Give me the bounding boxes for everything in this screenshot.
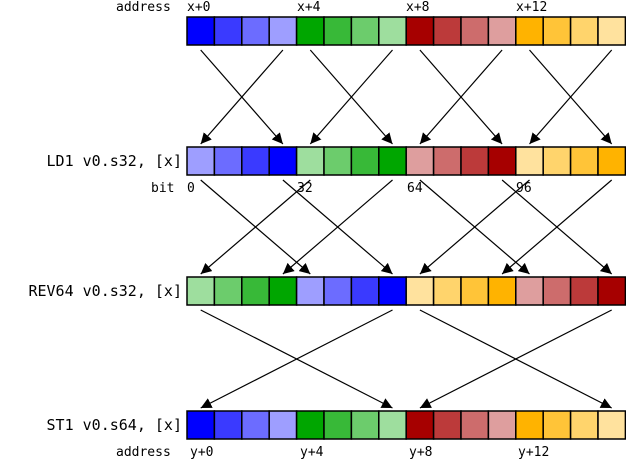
mapping-arrow <box>529 49 613 145</box>
register-row-memory-x <box>186 16 626 46</box>
byte-cell-orange0 <box>515 16 544 46</box>
byte-cell-green1 <box>323 16 353 46</box>
byte-cell-orange3 <box>597 16 626 46</box>
byte-cell-orange0 <box>487 276 517 306</box>
byte-cell-red2 <box>542 276 572 306</box>
byte-cell-orange2 <box>569 410 599 440</box>
byte-cell-orange1 <box>542 410 572 440</box>
byte-cell-green3 <box>186 276 216 306</box>
byte-cell-green1 <box>241 276 270 306</box>
byte-cell-red1 <box>569 276 599 306</box>
byte-cell-blue1 <box>241 146 270 176</box>
row-label-rev64: REV64 v0.s32, [x] <box>28 282 182 300</box>
byte-cell-green0 <box>295 16 325 46</box>
byte-cell-red0 <box>597 276 626 306</box>
byte-cell-red1 <box>460 146 490 176</box>
byte-cell-orange0 <box>515 410 544 440</box>
byte-cell-orange2 <box>542 146 572 176</box>
byte-cell-blue1 <box>213 16 243 46</box>
mapping-arrow <box>419 49 503 145</box>
byte-cell-red1 <box>432 16 462 46</box>
byte-cell-green3 <box>378 410 407 440</box>
byte-cell-orange3 <box>405 276 435 306</box>
register-row-rev64 <box>186 276 626 306</box>
byte-cell-red0 <box>487 146 517 176</box>
register-rows <box>186 16 626 440</box>
byte-cell-red2 <box>460 410 490 440</box>
byte-cell-blue2 <box>323 276 353 306</box>
byte-cell-red1 <box>432 410 462 440</box>
mapping-arrow <box>282 179 393 275</box>
byte-cell-blue2 <box>213 146 243 176</box>
bit-64: 64 <box>407 181 423 196</box>
byte-cell-blue1 <box>350 276 380 306</box>
top-address-x12: x+12 <box>516 0 547 15</box>
bottom-address-y8: y+8 <box>409 445 432 459</box>
byte-cell-orange2 <box>432 276 462 306</box>
top-address-x0: x+0 <box>187 0 210 15</box>
top-address-label: address <box>116 0 171 15</box>
bit-label: bit <box>151 181 174 196</box>
byte-cell-green2 <box>350 16 380 46</box>
byte-cell-red3 <box>487 410 517 440</box>
byte-cell-blue3 <box>268 16 298 46</box>
mapping-arrow <box>200 179 311 275</box>
mapping-arrow <box>309 49 393 145</box>
byte-cell-red2 <box>432 146 462 176</box>
bit-0: 0 <box>187 181 195 196</box>
byte-cell-blue3 <box>186 146 216 176</box>
byte-cell-blue0 <box>378 276 407 306</box>
byte-cell-green2 <box>350 410 380 440</box>
byte-cell-blue0 <box>186 410 216 440</box>
byte-cell-green3 <box>295 146 325 176</box>
byte-cell-blue3 <box>268 410 298 440</box>
bottom-address-y4: y+4 <box>300 445 324 459</box>
byte-cell-green0 <box>268 276 298 306</box>
mapping-arrow <box>200 49 284 145</box>
byte-cell-blue3 <box>295 276 325 306</box>
byte-cell-red2 <box>460 16 490 46</box>
byte-cell-orange2 <box>569 16 599 46</box>
byte-cell-green2 <box>213 276 243 306</box>
byte-cell-red0 <box>405 16 435 46</box>
byte-cell-orange3 <box>597 410 626 440</box>
byte-cell-green1 <box>350 146 380 176</box>
byte-cell-blue0 <box>186 16 216 46</box>
byte-cell-blue0 <box>268 146 298 176</box>
byte-cell-orange1 <box>569 146 599 176</box>
bottom-address-label: address <box>116 445 171 459</box>
byte-cell-red3 <box>405 146 435 176</box>
byte-cell-green0 <box>378 146 407 176</box>
mapping-arrow <box>419 179 530 275</box>
byte-cell-blue2 <box>241 410 270 440</box>
mapping-arrow <box>200 309 393 409</box>
byte-cell-red0 <box>405 410 435 440</box>
byte-cell-green0 <box>295 410 325 440</box>
register-row-ld1 <box>186 146 626 176</box>
byte-cell-blue2 <box>241 16 270 46</box>
arrows-layer <box>200 49 613 409</box>
register-row-st1 <box>186 410 626 440</box>
byte-cell-orange0 <box>597 146 626 176</box>
top-address-x8: x+8 <box>406 0 429 15</box>
byte-cell-green1 <box>323 410 353 440</box>
byte-cell-orange1 <box>460 276 490 306</box>
byte-cell-green3 <box>378 16 407 46</box>
bit-96: 96 <box>516 181 532 196</box>
byte-cell-red3 <box>515 276 544 306</box>
byte-cell-green2 <box>323 146 353 176</box>
row-label-st1: ST1 v0.s64, [x] <box>47 416 182 434</box>
byte-cell-orange3 <box>515 146 544 176</box>
top-address-x4: x+4 <box>297 0 321 15</box>
mapping-arrow <box>419 309 612 409</box>
bottom-address-y12: y+12 <box>518 445 549 459</box>
byte-cell-blue1 <box>213 410 243 440</box>
bit-32: 32 <box>297 181 313 196</box>
bottom-address-y0: y+0 <box>190 445 213 459</box>
mapping-arrow <box>501 179 613 275</box>
row-label-ld1: LD1 v0.s32, [x] <box>47 152 182 170</box>
byte-cell-red3 <box>487 16 517 46</box>
byte-cell-orange1 <box>542 16 572 46</box>
